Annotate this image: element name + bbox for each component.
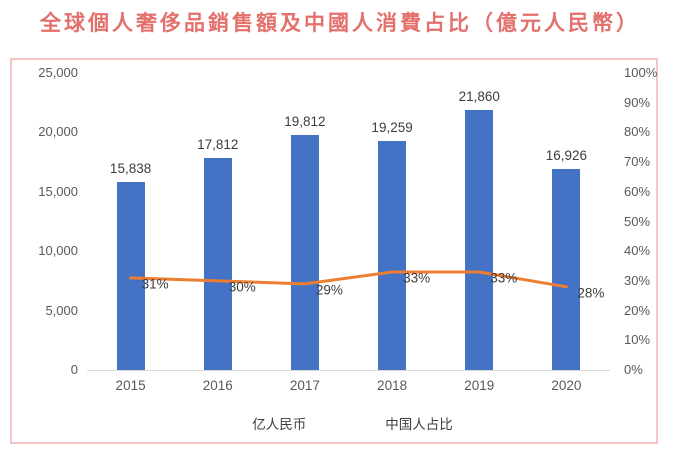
right-axis-tick: 40% [624,243,651,259]
legend: 亿人民币 中国人占比 [12,412,656,434]
right-axis-tick: 10% [624,332,651,348]
trend-point-label: 33% [490,270,518,286]
right-axis-tick: 70% [624,154,651,170]
left-axis: 0 5,000 10,000 15,000 20,000 25,000 [16,65,78,377]
right-axis-tick: 80% [624,124,651,140]
left-axis-tick: 5,000 [45,302,78,318]
legend-label: 中国人占比 [385,417,453,432]
right-axis-tick: 50% [624,213,651,229]
left-axis-tick: 0 [70,362,78,377]
trend-point-label: 28% [577,285,605,301]
x-axis-label: 2016 [202,378,233,393]
x-axis-label: 2017 [289,378,320,393]
right-axis-tick: 20% [624,302,651,318]
bar-value-label: 19,259 [371,120,413,136]
trend-line-svg [129,270,568,289]
x-axis-label: 2019 [464,378,495,393]
bar [116,181,145,370]
trend-point-label: 31% [141,276,169,292]
x-axis-label: 2015 [115,378,146,393]
bar-value-label: 19,812 [284,113,326,129]
trend-point-label: 33% [403,270,431,286]
right-axis-tick: 0% [624,362,643,377]
right-axis: 0% 10% 20% 30% 40% 50% 60% 70% 80% 90% 100% [624,65,672,377]
chart-title: 全球個人奢侈品銷售額及中國人消費占比（億元人民幣） [40,12,640,35]
chart-area: 0 5,000 10,000 15,000 20,000 25,000 15,838 17,… [10,58,658,444]
right-axis-tick: 30% [624,272,651,288]
right-axis-tick: 100% [624,65,658,80]
bar-value-label: 16,926 [545,147,588,163]
bar-value-label: 15,838 [109,160,152,176]
bar [378,141,407,370]
plot-area: 15,838 17,812 19,812 19,259 21,860 16,926 31% 3… [87,73,610,371]
line-series-swatch [340,421,378,425]
bar-value-label: 17,812 [197,137,239,153]
left-axis-tick: 15,000 [38,183,78,199]
right-axis-tick: 60% [624,183,651,199]
x-axis-label: 2018 [377,378,408,393]
legend-item-line-series: 中国人占比 [340,413,453,433]
bar [203,158,232,370]
x-axis-label: 2020 [551,378,582,393]
bar-value-label: 21,860 [458,89,500,105]
legend-item-bar-series: 亿人民币 [215,413,306,433]
trend-point-label: 29% [315,282,343,298]
bar [552,168,581,370]
bar [290,134,319,370]
bar [465,110,494,370]
trend-point-label: 30% [228,279,256,295]
bar-series-swatch [215,417,245,430]
x-axis: 2015 2016 2017 2018 2019 2020 [87,378,610,396]
left-axis-tick: 20,000 [38,124,78,140]
left-axis-tick: 10,000 [38,243,78,259]
right-axis-tick: 90% [624,94,651,110]
left-axis-tick: 25,000 [38,65,78,80]
legend-label: 亿人民币 [252,417,307,432]
trend-line [129,270,568,289]
